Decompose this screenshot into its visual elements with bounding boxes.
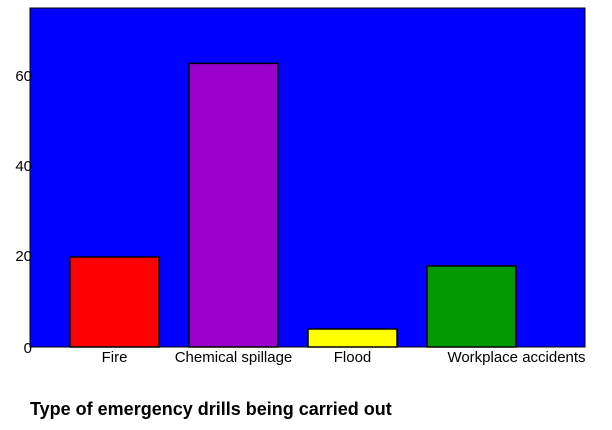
x-tick-label: Flood [334,349,372,366]
x-tick-label: Fire [102,349,128,366]
bar [426,265,517,348]
y-tick-label: 40 [15,158,32,175]
y-tick-label: 20 [15,248,32,265]
y-tick-label: 0 [24,340,32,357]
y-tick-label: 60 [15,68,32,85]
bar [307,328,398,348]
x-tick-label: Workplace accidents [447,349,585,366]
x-axis-title: Type of emergency drills being carried o… [30,399,392,419]
bar [69,256,160,348]
bar [188,62,279,348]
x-tick-label: Chemical spillage [175,349,293,366]
